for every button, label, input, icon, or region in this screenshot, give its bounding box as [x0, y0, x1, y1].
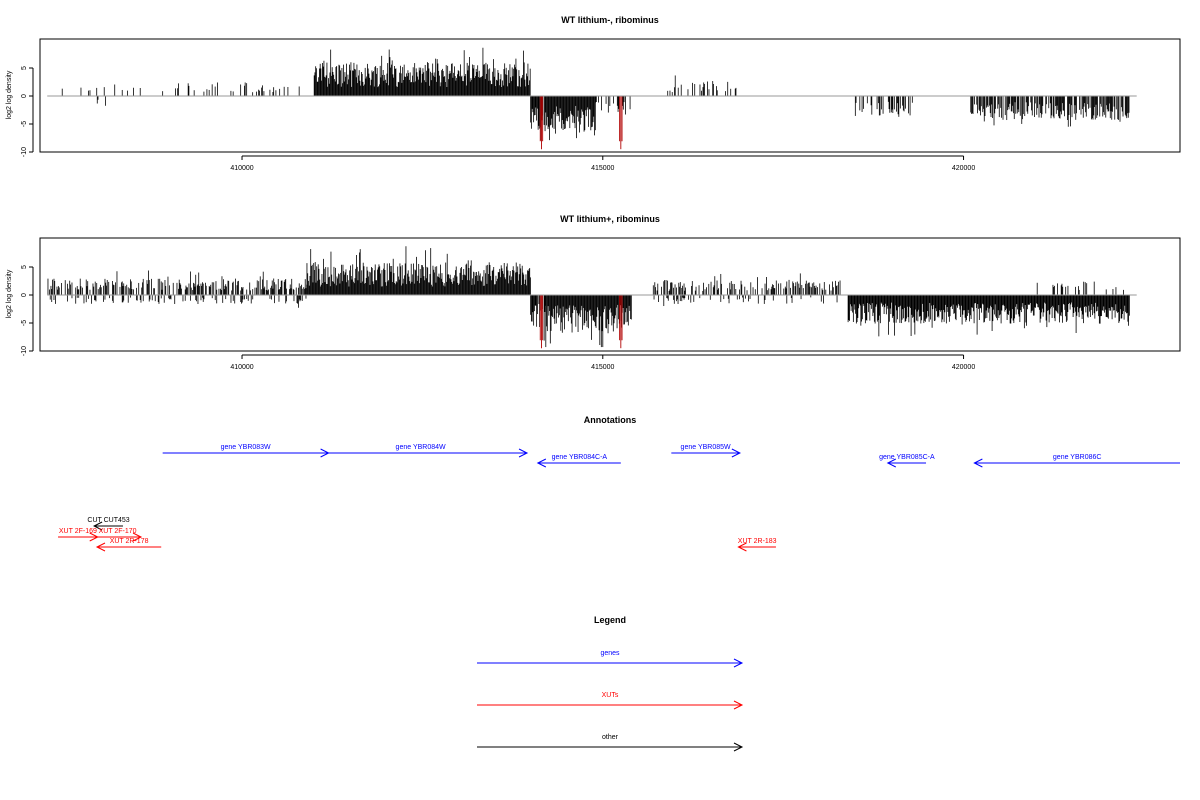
y-axis-label: log2 log density	[6, 70, 13, 119]
arrow-head	[733, 700, 744, 710]
x-tick-label: 410000	[230, 364, 253, 371]
feature-label: XUT 2R-178	[110, 538, 149, 545]
feature-label: XUT 2R-183	[738, 538, 777, 545]
arrow-head	[733, 658, 744, 668]
y-tick-label: -10	[21, 147, 28, 157]
x-tick-label: 415000	[591, 364, 614, 371]
panel-title: WT lithium+, ribominus	[560, 214, 660, 224]
feature-label: XUT 2F-169	[59, 528, 97, 535]
arrow-head	[92, 521, 103, 531]
y-tick-label: 5	[21, 66, 28, 70]
x-axis: 410000 415000 420000	[230, 155, 975, 172]
arrow-head	[973, 458, 983, 468]
legend-item: genes	[477, 650, 744, 668]
y-axis: -10 -5 0 5	[21, 66, 34, 157]
coverage-panel-lithium-minus: WT lithium-, ribominus log2 log density …	[6, 15, 1181, 172]
legend-item: other	[477, 734, 744, 752]
y-tick-label: -10	[21, 346, 28, 356]
feature-label: gene YBR083W	[221, 444, 271, 451]
coverage-panel-lithium-plus: WT lithium+, ribominus log2 log density …	[6, 214, 1181, 371]
y-tick-label: 0	[21, 94, 28, 98]
arrow-head	[132, 532, 143, 542]
feature-label: XUT 2F-170	[99, 528, 137, 535]
arrow-head	[518, 448, 529, 458]
x-tick-label: 420000	[952, 165, 975, 172]
legend-items: genes XUTs other	[477, 650, 744, 752]
arrow-head	[731, 448, 741, 458]
arrow-head	[733, 742, 744, 752]
annotation-feature: gene YBR085C-A	[879, 454, 935, 468]
x-tick-label: 410000	[230, 165, 253, 172]
arrow-head	[536, 458, 547, 468]
legend-item: XUTs	[477, 692, 744, 710]
legend-label: other	[602, 734, 619, 741]
panel-title: WT lithium-, ribominus	[561, 15, 659, 25]
legend-label: genes	[600, 650, 620, 657]
legend-label: XUTs	[602, 692, 619, 699]
y-tick-label: 5	[21, 265, 28, 269]
highlight-bars	[539, 96, 623, 150]
annotation-feature: XUT 2R-178	[95, 538, 162, 552]
coverage-bars	[47, 246, 1130, 348]
x-tick-label: 415000	[591, 165, 614, 172]
y-tick-label: 0	[21, 293, 28, 297]
highlight-bars	[539, 295, 623, 349]
y-tick-label: -5	[21, 121, 28, 127]
y-axis-label: log2 log density	[6, 269, 13, 318]
plot-frame	[39, 38, 1181, 153]
feature-label: gene YBR085C-A	[879, 454, 935, 461]
annotations-title: Annotations	[584, 415, 637, 425]
annotation-feature: XUT 2R-183	[737, 538, 777, 552]
feature-label: gene YBR085W	[681, 444, 731, 451]
y-axis: -10 -5 0 5	[21, 265, 34, 356]
annotation-feature: XUT 2F-169	[58, 528, 99, 542]
legend-title: Legend	[594, 615, 626, 625]
legend: Legend genes XUTs other	[477, 615, 744, 752]
feature-label: gene YBR084C-A	[552, 454, 608, 461]
annotation-feature: gene YBR084W	[314, 444, 529, 458]
x-axis: 410000 415000 420000	[230, 354, 975, 371]
annotation-feature: gene YBR083W	[162, 444, 330, 458]
annotation-feature: gene YBR086C	[973, 454, 1180, 468]
feature-label: gene YBR086C	[1053, 454, 1102, 461]
plot-frame	[39, 237, 1181, 352]
annotation-feature: CUT CUT453	[87, 517, 130, 531]
annotation-features: gene YBR083W gene YBR084W gene YBR084C-A ge…	[58, 444, 1180, 552]
annotation-feature: gene YBR085W	[671, 444, 741, 458]
arrow-head	[886, 458, 897, 468]
annotations-panel: Annotations gene YBR083W gene YBR084Wgene…	[58, 415, 1180, 552]
x-tick-label: 420000	[952, 364, 975, 371]
feature-label: CUT CUT453	[87, 517, 129, 524]
feature-label: gene YBR084W	[396, 444, 446, 451]
y-tick-label: -5	[21, 320, 28, 326]
arrow-head	[737, 542, 747, 552]
arrow-head	[95, 542, 106, 552]
annotation-feature: gene YBR084C-A	[536, 454, 621, 468]
coverage-bars	[61, 47, 1130, 141]
annotation-feature: XUT 2F-170	[94, 528, 143, 542]
